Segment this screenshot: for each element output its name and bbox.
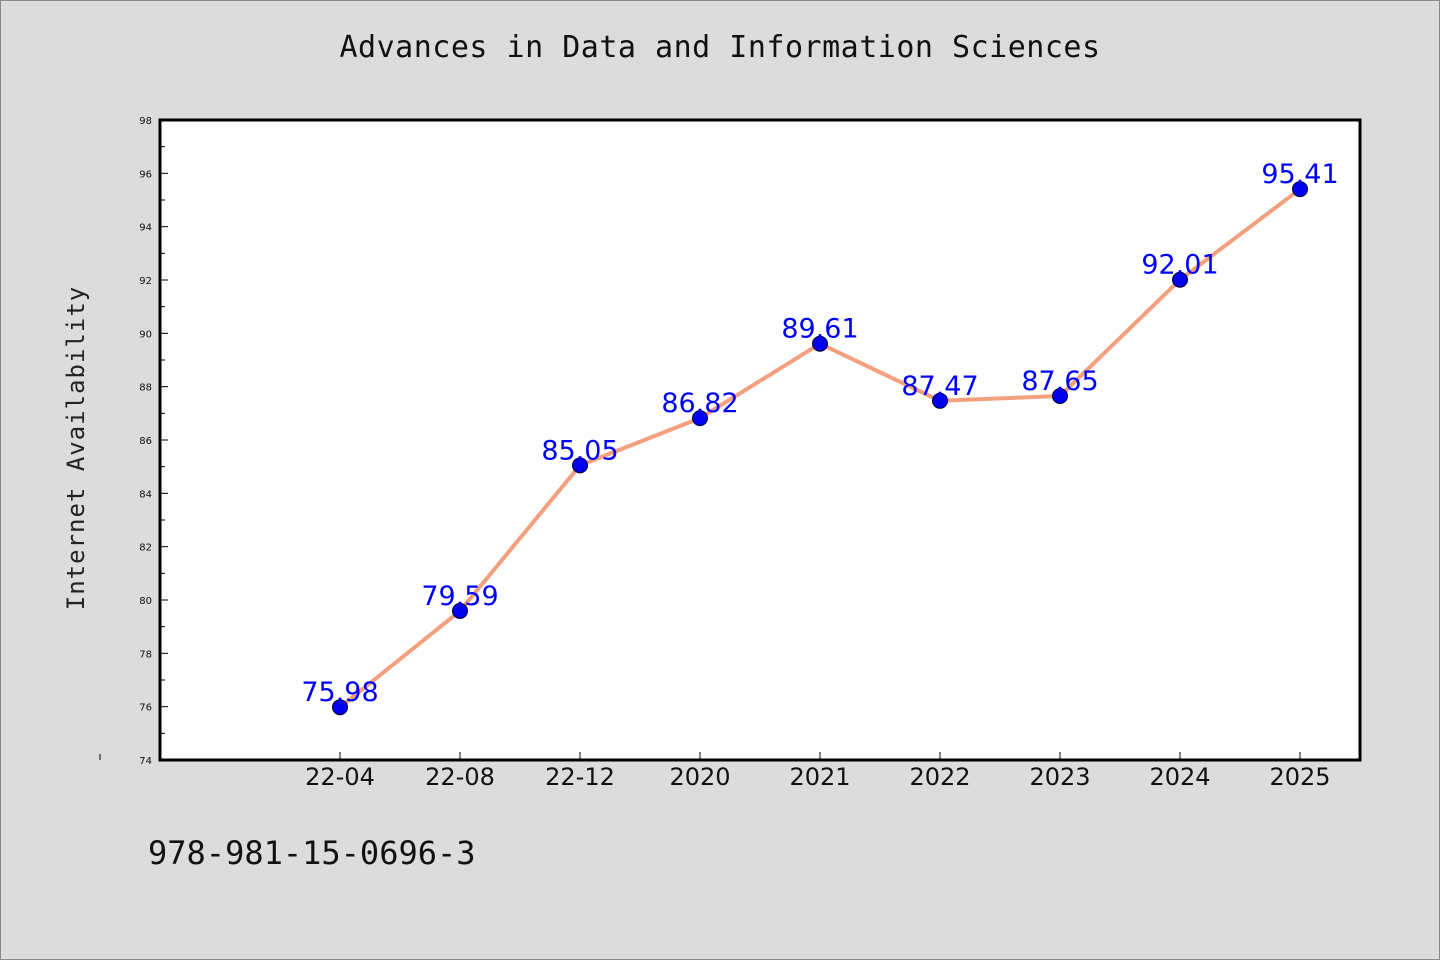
data-label: 79.59 (421, 581, 498, 612)
x-tick-label: 2021 (789, 763, 850, 791)
plot-border (158, 118, 1362, 762)
x-tick-label: 2020 (669, 763, 730, 791)
x-tick-label: 2024 (1149, 763, 1210, 791)
data-point (1052, 388, 1068, 404)
x-tick-label: 22-08 (425, 763, 495, 791)
y-tick-label: 82 (139, 543, 152, 554)
data-point (452, 602, 468, 619)
y-tick-label: 74 (139, 756, 152, 767)
data-label: 89.61 (781, 314, 858, 345)
y-tick-label: 90 (139, 329, 152, 340)
isbn-text: 978-981-15-0696-3 (148, 834, 476, 872)
y-tick-label: 98 (139, 116, 152, 127)
y-tick-label: 76 (139, 703, 152, 714)
y-tick-label: 80 (139, 596, 152, 607)
plot-background (160, 120, 1360, 760)
x-tick-label: 2023 (1029, 763, 1090, 791)
data-point (572, 457, 588, 474)
data-point (332, 699, 348, 716)
y-tick-label: 84 (139, 489, 152, 500)
data-point (1292, 181, 1308, 198)
y-tick-label: 86 (139, 436, 152, 447)
data-label: 86.82 (661, 388, 738, 419)
data-point (692, 410, 708, 427)
y-tick-label: 88 (139, 383, 152, 394)
data-label: 75.98 (301, 677, 378, 708)
x-tick-label: 22-04 (305, 763, 375, 791)
data-point (932, 392, 948, 409)
data-point (812, 335, 828, 352)
y-tick-label: 78 (139, 649, 152, 660)
data-label: 87.47 (901, 371, 978, 402)
y-tick-label: 92 (139, 276, 152, 287)
y-tick-label: 94 (139, 223, 152, 234)
x-tick-label: 22-12 (545, 763, 615, 791)
y-tick-label: 96 (139, 169, 152, 180)
x-tick-label: 2025 (1269, 763, 1330, 791)
chart-title: Advances in Data and Information Science… (339, 30, 1101, 65)
data-label: 87.65 (1021, 366, 1098, 397)
data-label: 85.05 (541, 435, 618, 466)
data-point (1172, 271, 1188, 288)
data-label: 95.41 (1261, 159, 1338, 190)
data-label: 92.01 (1141, 250, 1218, 281)
x-tick-label: 2022 (909, 763, 970, 791)
